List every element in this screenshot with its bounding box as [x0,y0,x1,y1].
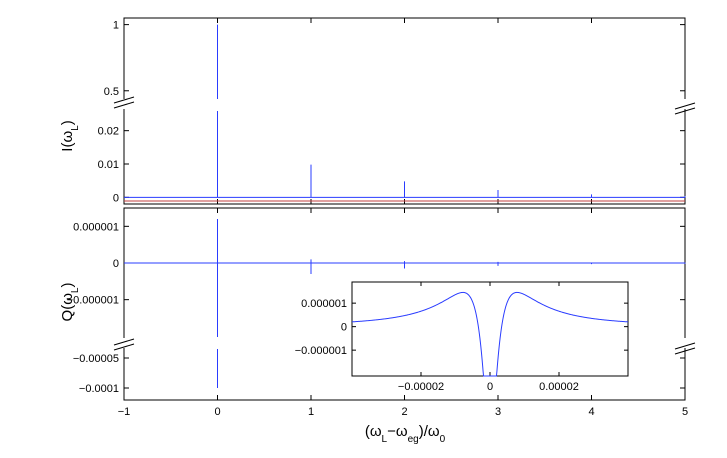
xtick-label: 2 [401,406,407,418]
top-ytick-label: 0.5 [104,86,119,98]
inset-frame [351,281,629,377]
inset-xtick-label: −0.00002 [398,381,444,393]
bottom-ytick-label: −0.00005 [73,353,119,365]
inset-xtick-label: 0.00002 [539,381,579,393]
xtick-label: 3 [495,406,501,418]
top-ylabel: I(ωL) [59,120,81,151]
bottom-feature-gap [215,337,220,349]
top-series [124,24,686,202]
inset-ytick-label: 0 [341,322,347,334]
top-axis-break [113,96,696,115]
xtick-label: −1 [118,406,131,418]
top-peak-gap [215,99,220,111]
xtick-label: 5 [682,406,688,418]
bottom-ytick-label: 0 [113,258,119,270]
top-ytick-label: 0 [113,192,119,204]
inset-xtick-label: 0 [487,381,493,393]
xtick-label: 0 [214,406,220,418]
xlabel: (ωL−ωeg)/ω0 [365,423,446,445]
top-ytick-label: 1 [113,20,119,32]
top-ytick-label: 0.02 [98,126,119,138]
inset-ytick-label: 0.000001 [301,298,347,310]
bottom-series [124,219,686,388]
bottom-axis-break [113,338,696,355]
top-panel-frame [123,17,686,205]
xtick-label: 1 [308,406,314,418]
inset-series [351,291,629,377]
bottom-ytick-label: 0.000001 [73,221,119,233]
inset-curve [351,291,629,377]
inset-ticks: 0.000001 0 −0.000001 −0.00002 0 0.00002 [295,282,628,393]
xtick-label: 4 [588,406,594,418]
inset-ytick-label: −0.000001 [295,345,347,357]
top-y-ticks: 0.5 1 0 0.01 0.02 [98,18,686,204]
bottom-ticks: 0.000001 0 −0.000001 −0.00005 −0.0001 −1 0 1 2 3 4… [67,208,688,418]
top-ytick-label: 0.01 [98,159,119,171]
bottom-ytick-label: −0.000001 [67,295,119,307]
bottom-ytick-label: −0.0001 [79,383,119,395]
